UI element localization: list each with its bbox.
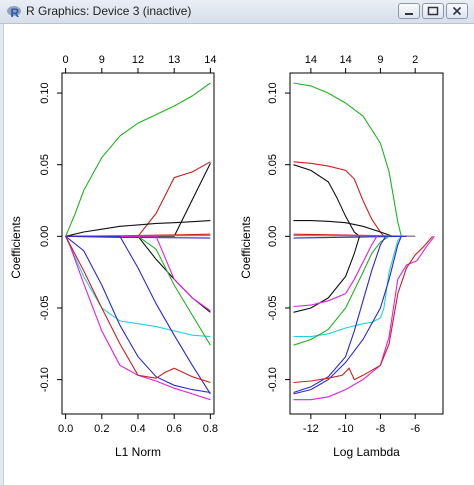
series-line-2 — [293, 161, 385, 237]
series-line-7 — [293, 235, 407, 239]
series-line-9 — [293, 236, 361, 313]
top-tick-label: 2 — [412, 54, 418, 66]
x-tick-label: 0.0 — [58, 423, 73, 435]
x-tick-label: -10 — [338, 423, 354, 435]
series-line-9 — [65, 235, 211, 313]
series-line-13 — [293, 236, 387, 394]
series-line-10 — [293, 235, 390, 346]
series-line-13 — [65, 235, 211, 394]
minimize-icon — [405, 13, 413, 15]
series-line-12 — [65, 236, 211, 401]
maximize-icon — [427, 6, 439, 16]
top-tick-label: 14 — [340, 54, 352, 66]
series-line-12 — [293, 235, 435, 401]
y-tick-label: -0.10 — [267, 367, 279, 392]
series-line-4 — [293, 220, 393, 237]
maximize-button[interactable] — [422, 3, 444, 19]
top-tick-label: 9 — [377, 54, 383, 66]
plot-canvas: 0.0 0.2 0.4 0.6 0.8 0 9 12 13 14 -0.10 -0.05 0.00 0.0… — [9, 54, 444, 459]
minimize-button[interactable] — [398, 3, 420, 19]
x-axis-label: L1 Norm — [115, 445, 161, 459]
x-tick-label: -6 — [410, 423, 420, 435]
y-tick-label: -0.10 — [39, 367, 51, 392]
top-tick-label: 14 — [204, 54, 216, 66]
y-tick-label: 0.10 — [267, 82, 279, 103]
x-tick-label: 0.4 — [130, 423, 145, 435]
x-tick-label: -12 — [303, 423, 319, 435]
x-axis-label: Log Lambda — [333, 445, 400, 459]
series-line-4 — [65, 220, 211, 237]
series-line-8 — [293, 235, 402, 338]
x-tick-label: 0.6 — [167, 423, 182, 435]
plot-frame — [289, 72, 444, 415]
series-line-10 — [65, 235, 211, 346]
r-logo-icon: R — [7, 6, 21, 20]
window-left-edge — [0, 24, 4, 485]
chart-panel-2: -12 -10 -8 -6 14 14 9 2 -0.10 -0.05 0.00 0.05 0.10 Lo… — [239, 54, 444, 459]
top-tick-label: 9 — [99, 54, 105, 66]
svg-text:R: R — [11, 6, 20, 20]
series-line-11 — [65, 235, 211, 312]
series-line-14 — [65, 235, 211, 395]
y-tick-label: 0.05 — [267, 154, 279, 175]
chart-panel-1: 0.0 0.2 0.4 0.6 0.8 0 9 12 13 14 -0.10 -0.05 0.00 0.0… — [9, 54, 218, 459]
top-tick-label: 13 — [168, 54, 180, 66]
top-tick-label: 14 — [305, 54, 317, 66]
y-axis-label: Coefficients — [9, 216, 23, 278]
x-tick-label: 0.8 — [203, 423, 218, 435]
series-line-3 — [293, 164, 360, 237]
y-tick-label: 0.05 — [39, 154, 51, 175]
series-line-14 — [293, 236, 402, 395]
top-tick-label: 0 — [63, 54, 69, 66]
y-axis-label: Coefficients — [239, 216, 253, 278]
close-icon — [452, 6, 462, 16]
y-tick-label: -0.05 — [39, 295, 51, 320]
series-line-15 — [293, 235, 434, 384]
series-line-1 — [293, 82, 402, 237]
y-tick-label: 0.10 — [39, 82, 51, 103]
series-line-8 — [65, 236, 211, 338]
y-tick-label: 0.00 — [39, 226, 51, 247]
x-tick-label: -8 — [376, 423, 386, 435]
series-line-11 — [293, 236, 378, 308]
y-tick-label: -0.05 — [267, 295, 279, 320]
top-tick-label: 12 — [132, 54, 144, 66]
series-line-15 — [65, 236, 211, 384]
series-line-1 — [65, 82, 211, 237]
close-button[interactable] — [446, 3, 468, 19]
y-tick-label: 0.00 — [267, 226, 279, 247]
title-bar[interactable]: R R Graphics: Device 3 (inactive) — [0, 0, 474, 24]
window-title: R Graphics: Device 3 (inactive) — [26, 4, 192, 18]
x-tick-label: 0.2 — [94, 423, 109, 435]
